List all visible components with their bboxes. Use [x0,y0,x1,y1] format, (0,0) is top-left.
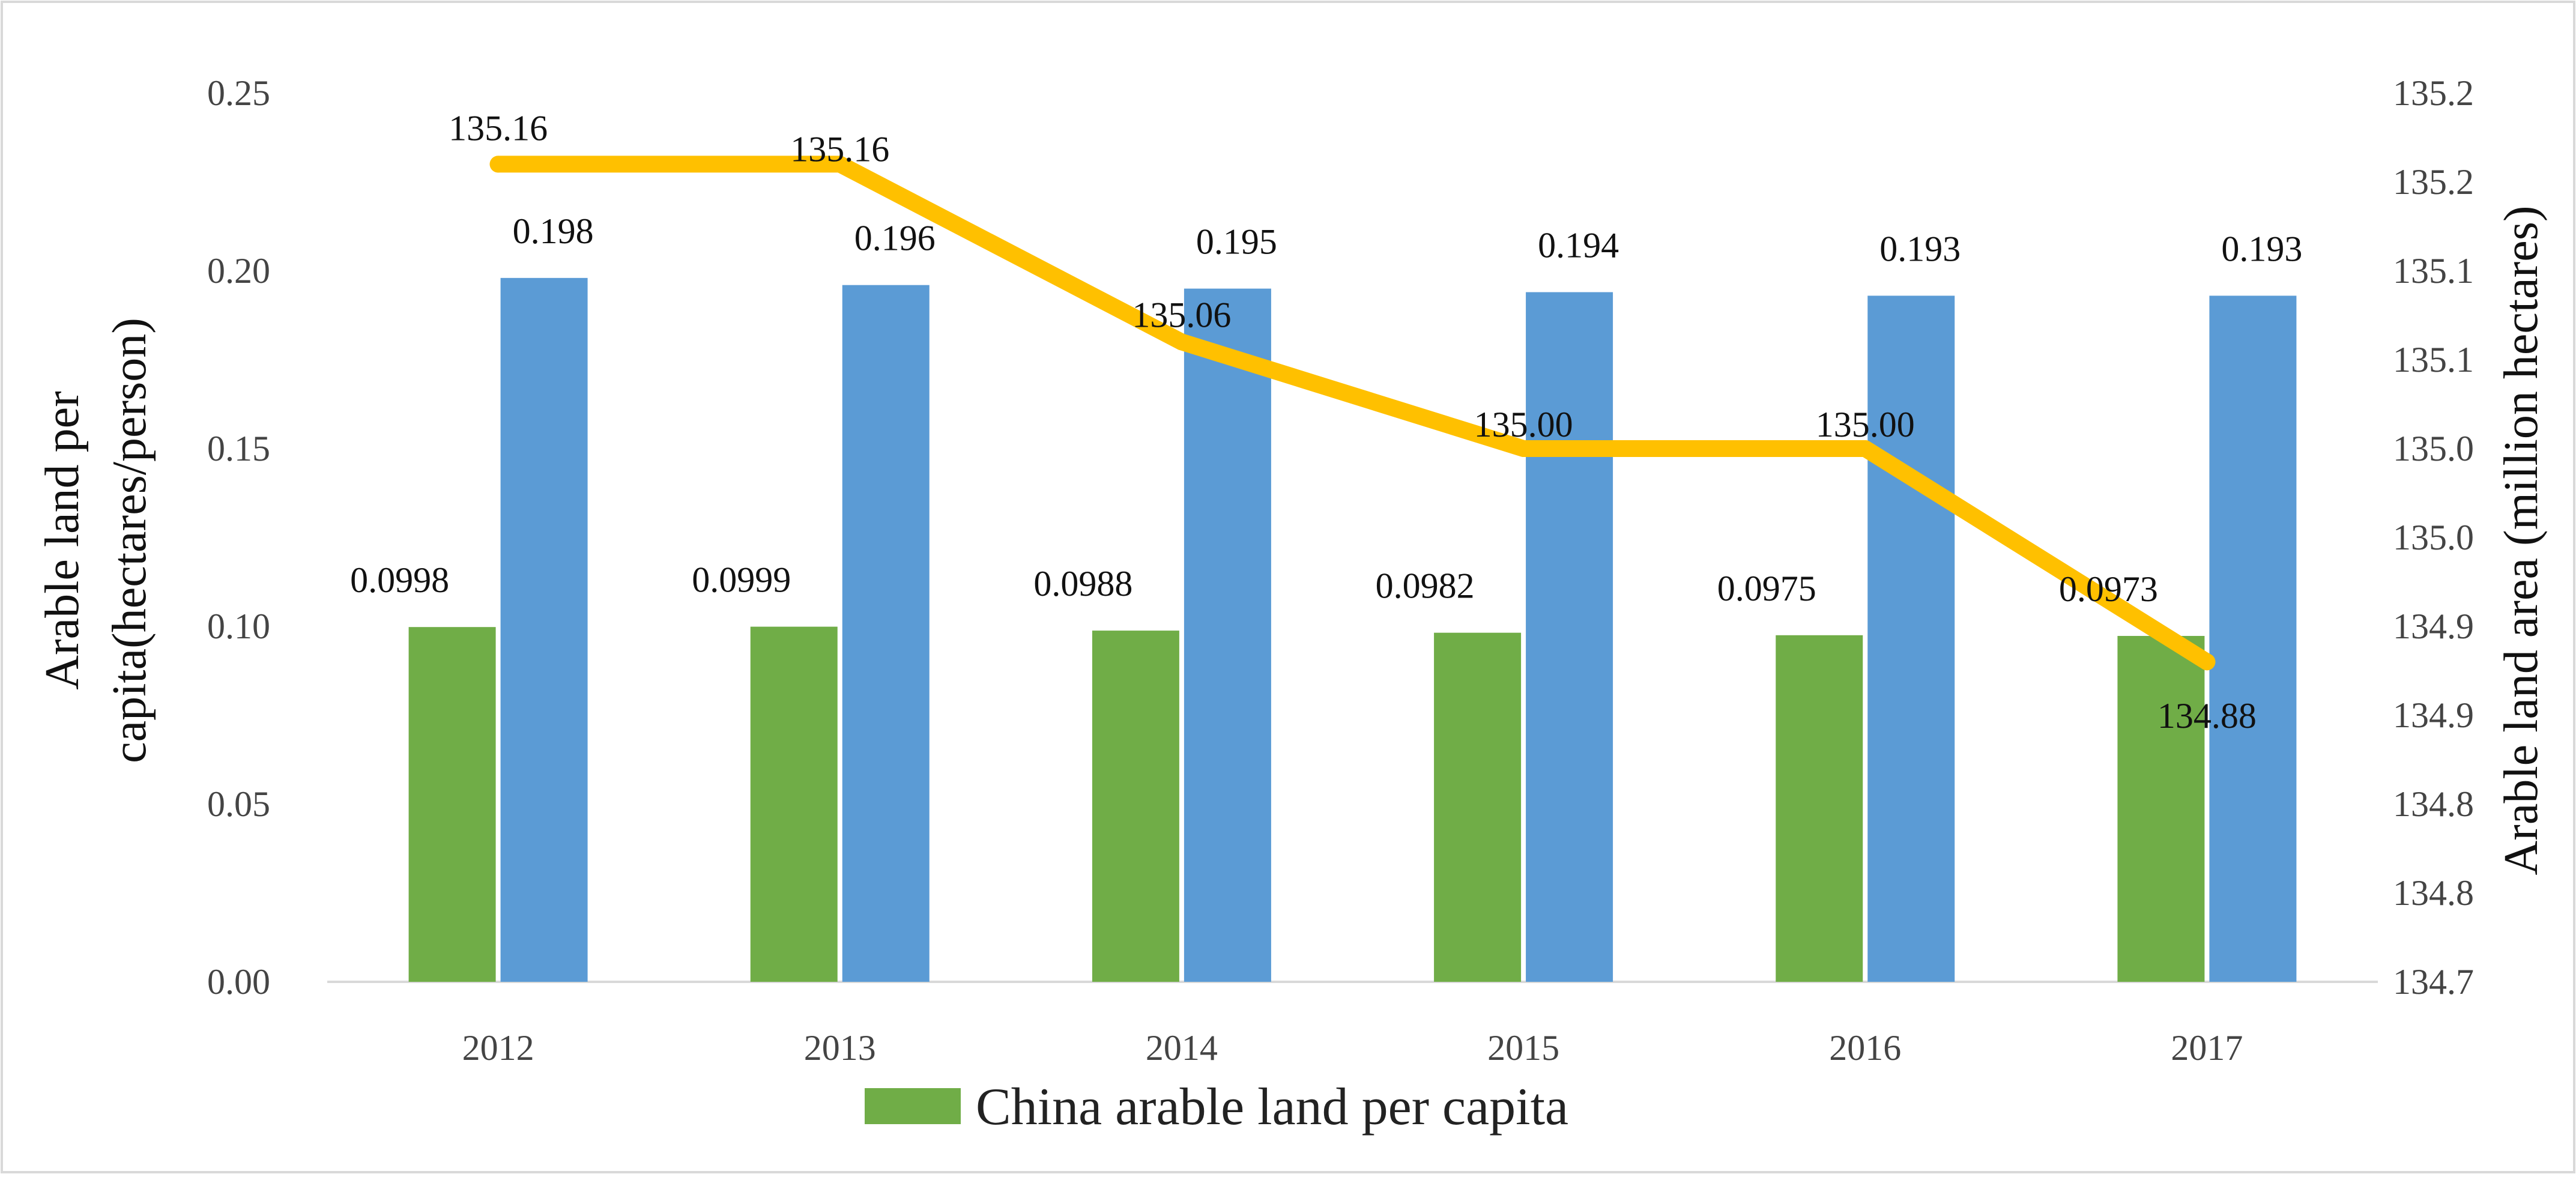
bar-series-2-2013 [842,285,930,982]
y2-tick-label: 135.1 [2393,340,2474,380]
bar-data-label: 0.0973 [2059,569,2158,609]
legend-group: China arable land per capita [865,1078,1568,1136]
bar-data-label: 0.193 [2221,229,2302,268]
bar-data-label: 0.0988 [1033,564,1132,604]
x-tick-label: 2015 [1487,1028,1559,1068]
y2-tick-label: 135.2 [2393,162,2474,202]
y2-tick-label: 134.9 [2393,607,2474,646]
bar-per-capita-2015 [1434,632,1522,982]
y2-tick-label: 134.8 [2393,873,2474,913]
bar-per-capita-2016 [1776,635,1863,982]
y2-tick-label: 134.8 [2393,784,2474,824]
line-data-label: 135.06 [1132,295,1231,334]
line-point-2014 [1173,333,1190,351]
line-data-label: 135.16 [449,108,548,148]
bars-group [408,277,2297,982]
bar-per-capita-2017 [2117,635,2205,982]
data-labels-group: 0.0998 0.0999 0.0988 0.0982 0.0975 0.0973 0.19… [350,108,2302,736]
line-data-label: 135.16 [790,129,889,169]
y-tick-label: 0.05 [207,784,270,824]
y2-tick-label: 135.0 [2393,429,2474,468]
bar-per-capita-2012 [408,627,496,982]
bar-series-2-2014 [1184,288,1271,982]
line-point-2015 [1515,440,1532,457]
line-data-label: 134.88 [2157,696,2257,736]
y2-tick-label: 135.1 [2393,251,2474,291]
line-data-label: 135.00 [1474,405,1573,444]
x-tick-label: 2012 [462,1028,534,1068]
y-tick-label: 0.25 [207,73,270,113]
y-tick-label: 0.10 [207,607,270,646]
line-arable-area [489,156,2216,671]
bar-data-label: 0.0975 [1717,569,1816,608]
bar-series-2-2017 [2209,295,2297,982]
bar-data-label: 0.194 [1538,226,1619,265]
line-point-2016 [1857,440,1874,457]
y2-tick-label: 134.9 [2393,695,2474,735]
x-tick-label: 2013 [804,1028,876,1068]
line-point-2017 [2198,653,2216,671]
bar-series-2-2012 [500,277,588,982]
x-tick-label: 2016 [1829,1028,1901,1068]
y2-tick-label: 134.7 [2393,962,2474,1002]
bar-data-label: 0.193 [1879,229,1961,268]
bar-data-label: 0.195 [1196,222,1277,262]
y-tick-label: 0.15 [207,429,270,468]
line-data-label: 135.00 [1816,405,1915,444]
y2-tick-label: 135.2 [2393,73,2474,113]
bar-data-label: 0.198 [513,211,594,251]
y-axis-title: Arable land per capita(hectares/person) [36,318,156,763]
line-group [489,156,2216,671]
bar-series-2-2015 [1526,292,1613,982]
legend-label: China arable land per capita [976,1078,1568,1136]
legend-swatch [865,1088,961,1124]
bar-series-2-2016 [1867,295,1955,982]
bar-per-capita-2013 [750,626,838,982]
y-tick-label: 0.20 [207,251,270,291]
x-tick-label: 2014 [1146,1028,1218,1068]
bar-per-capita-2014 [1092,631,1179,982]
bar-data-label: 0.0999 [692,560,791,600]
bar-data-label: 0.0982 [1376,566,1475,606]
line-point-2012 [489,156,507,173]
line-point-2013 [831,156,848,173]
axes-group: 0.00 0.05 0.10 0.15 0.20 0.25 134.7 134.8 134.8 1… [36,73,2548,1068]
bar-data-label: 0.0998 [350,560,449,600]
y2-axis-title: Arable land area (million hectares) [2495,206,2548,876]
y-tick-label: 0.00 [207,962,270,1002]
y2-tick-label: 135.0 [2393,518,2474,557]
bar-data-label: 0.196 [854,219,936,258]
x-tick-label: 2017 [2171,1028,2243,1068]
